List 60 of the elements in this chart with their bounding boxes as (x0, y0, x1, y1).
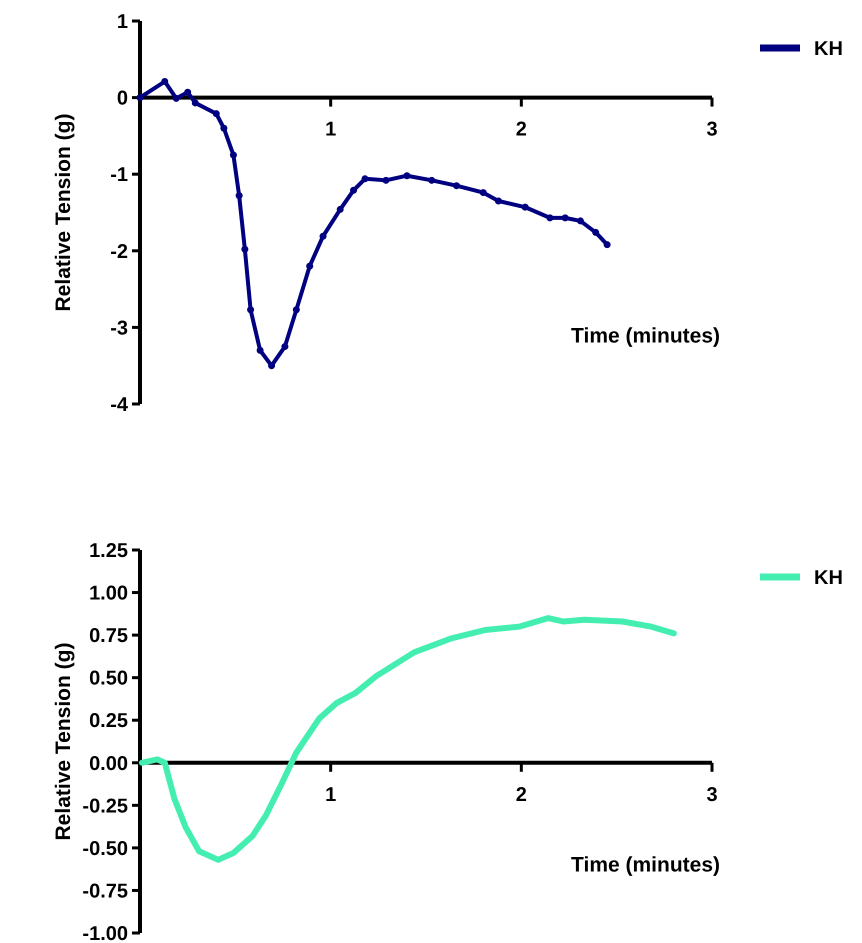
y-axis-title: Relative Tension (g) (52, 642, 75, 840)
point (592, 228, 600, 236)
point (247, 306, 254, 314)
y-tick-label: -1.00 (82, 923, 128, 943)
point (268, 362, 276, 370)
y-tick-label: 1.25 (89, 540, 128, 562)
point (453, 182, 460, 190)
y-tick-label: -0.50 (82, 838, 128, 860)
point (306, 262, 314, 270)
y-tick-label: 0.75 (89, 625, 128, 648)
x-axis-title: Time (minutes) (571, 324, 720, 348)
point (522, 204, 529, 211)
y-tick-label: 1 (116, 11, 128, 33)
point (256, 346, 264, 354)
y-tick-label: 0 (116, 88, 128, 110)
point (230, 152, 237, 159)
point (336, 206, 344, 213)
x-tick-label: 1 (325, 784, 336, 806)
point (236, 192, 243, 200)
point (212, 110, 220, 118)
x-tick-label: 3 (706, 784, 718, 806)
y-tick-label: -1 (110, 164, 128, 186)
point (136, 94, 144, 102)
y-tick-label: 0.00 (89, 752, 128, 775)
y-tick-label: -0.25 (82, 795, 128, 818)
point (220, 124, 228, 132)
point (403, 172, 410, 180)
y-axis-title: Relative Tension (g) (52, 114, 75, 312)
point (361, 175, 368, 182)
y-tick-label: -0.75 (82, 880, 128, 902)
y-tick-label: -4 (110, 394, 129, 416)
x-axis-title: Time (minutes) (571, 854, 720, 877)
point (292, 306, 300, 314)
y-tick-label: 0.25 (89, 710, 128, 732)
point (428, 176, 436, 184)
point (161, 78, 168, 86)
point (382, 176, 390, 184)
x-tick-label: 2 (516, 118, 527, 141)
y-tick-label: -2 (110, 240, 128, 263)
point (184, 88, 192, 96)
point (494, 198, 502, 205)
y-tick-label: -3 (110, 317, 128, 340)
point (192, 99, 199, 106)
legend-label: KH (814, 38, 843, 60)
point (604, 241, 611, 248)
point (562, 214, 569, 222)
point (546, 214, 554, 222)
x-tick-label: 3 (706, 118, 718, 141)
point (350, 186, 358, 194)
point (241, 246, 248, 253)
y-tick-label: 1.00 (89, 582, 128, 605)
x-tick-label: 1 (325, 118, 336, 141)
point (281, 343, 288, 350)
x-tick-label: 2 (516, 784, 527, 806)
point (320, 232, 327, 240)
legend-label: KH (814, 567, 843, 589)
point (576, 217, 584, 224)
point (172, 94, 180, 102)
y-tick-label: 0.50 (89, 668, 128, 690)
point (480, 189, 487, 196)
